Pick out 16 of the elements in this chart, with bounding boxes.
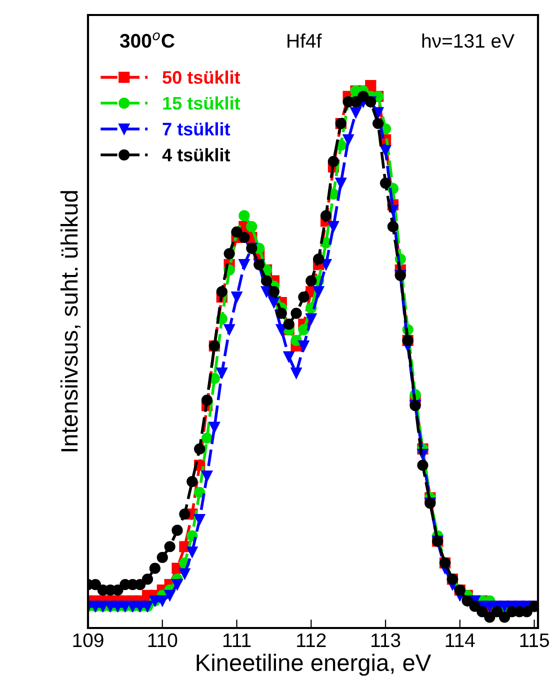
- legend-label: 15 tsüklit: [163, 96, 240, 110]
- x-tick-label: 112: [297, 633, 326, 647]
- x-axis-title: Kineetiline energia, eV: [196, 654, 432, 676]
- legend-label: 7 tsüklit: [162, 122, 230, 136]
- y-axis-title: Intensiivsus, suht. ühikud: [60, 191, 81, 452]
- text: hν=131 eV: [422, 34, 514, 48]
- legend-label: 50 tsüklit: [162, 70, 240, 84]
- text: 300$^{o}$C: [120, 32, 174, 48]
- x-tick-label: 110: [148, 633, 178, 648]
- x-tick-label: 111: [223, 634, 251, 647]
- x-tick-label: 109: [73, 633, 104, 648]
- legend-label: 4 tsüklit: [162, 148, 230, 162]
- x-tick-label: 113: [372, 633, 400, 648]
- x-tick-label: 114: [446, 634, 475, 647]
- text: Hf4f: [288, 34, 322, 48]
- x-tick-label: 115: [520, 634, 549, 648]
